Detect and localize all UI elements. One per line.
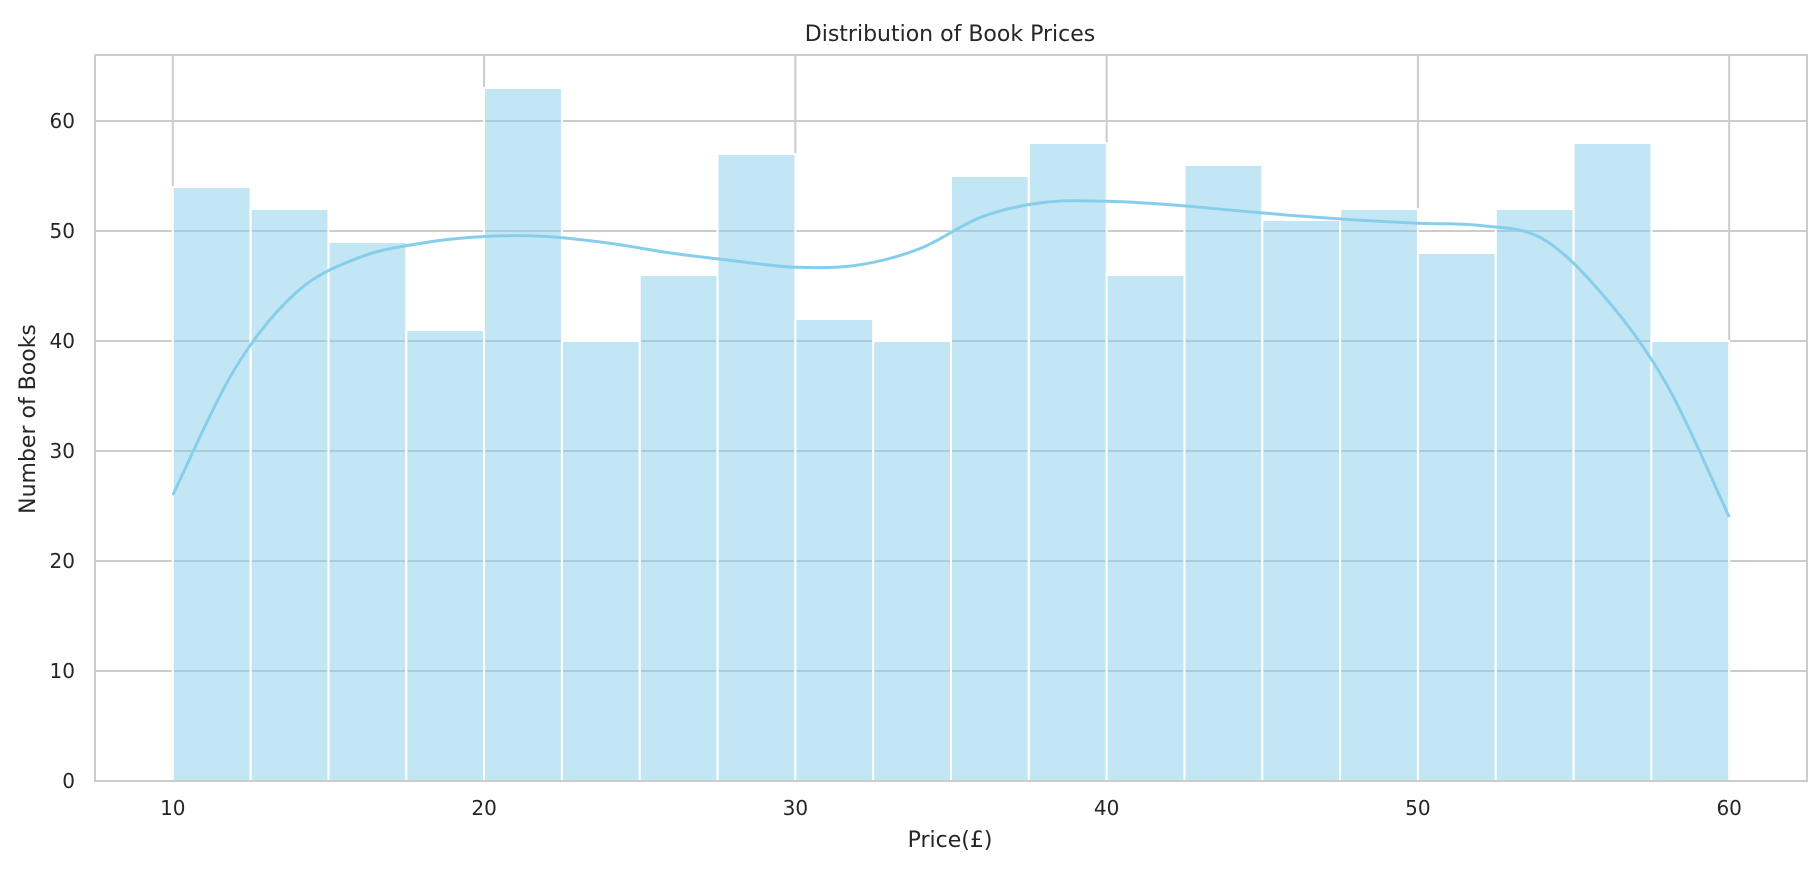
histogram-bar (327, 241, 408, 782)
y-tick-label: 0 (62, 769, 75, 793)
x-axis-label: Price(£) (908, 828, 993, 853)
x-tick-label: 50 (1405, 796, 1430, 820)
y-tick-label: 50 (50, 219, 75, 243)
y-axis-label: Number of Books (16, 324, 41, 514)
x-tick-label: 60 (1716, 796, 1741, 820)
histogram-bar (1339, 208, 1419, 782)
histogram-bar (1494, 208, 1575, 782)
plot-frame (94, 54, 1808, 782)
histogram-bar (716, 153, 797, 782)
y-axis-ticks: 0 10 20 30 40 50 60 (50, 109, 75, 793)
histogram-bar (249, 208, 330, 782)
histogram-bar (1027, 142, 1108, 782)
histogram-bar (950, 175, 1030, 782)
histogram-bar (560, 340, 641, 782)
chart-title: Distribution of Book Prices (805, 22, 1095, 47)
x-tick-label: 40 (1094, 796, 1119, 820)
histogram-bar (794, 318, 875, 782)
histogram-bar (171, 186, 252, 782)
histogram-bar (1650, 340, 1731, 782)
histogram-bar (1183, 164, 1264, 782)
histogram-bar (405, 329, 486, 782)
x-tick-label: 20 (471, 796, 496, 820)
histogram-bars (171, 87, 1731, 782)
x-tick-label: 30 (783, 796, 808, 820)
histogram-bar (483, 87, 563, 782)
kde-curve (171, 199, 1731, 518)
y-tick-label: 30 (50, 439, 75, 463)
histogram-bar (872, 340, 953, 782)
y-tick-label: 20 (50, 549, 75, 573)
histogram-bar (638, 274, 719, 782)
x-axis-ticks: 10 20 30 40 50 60 (160, 796, 1742, 820)
histogram-bar (1416, 252, 1497, 782)
y-tick-label: 10 (50, 659, 75, 683)
histogram-bar (1105, 274, 1186, 782)
histogram-bar (1572, 142, 1653, 782)
x-tick-label: 10 (160, 796, 185, 820)
y-tick-label: 60 (50, 109, 75, 133)
histogram-bar (1261, 219, 1342, 782)
y-tick-label: 40 (50, 329, 75, 353)
